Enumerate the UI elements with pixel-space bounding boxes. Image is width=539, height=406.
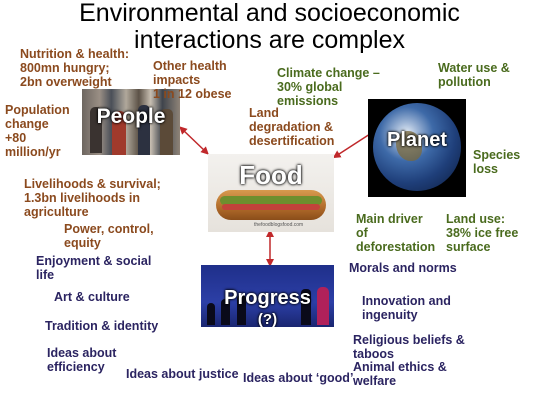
food-photo: Food thefoodblogsfood.com <box>208 154 334 232</box>
power-label: Power, control, equity <box>64 222 154 250</box>
planet-photo: Planet <box>368 99 466 197</box>
other-health-label: Other health impacts 1 in 12 obese <box>153 59 232 101</box>
progress-photo: Progress (?) <box>201 265 334 327</box>
arrow-planet-food <box>332 133 371 159</box>
enjoyment-label: Enjoyment & social life <box>36 254 152 282</box>
species-label: Species loss <box>473 148 521 176</box>
good-label: Ideas about ‘good’ <box>243 371 354 385</box>
innovation-label: Innovation and ingenuity <box>362 294 451 322</box>
planet-label: Planet <box>386 129 448 151</box>
nutrition-label: Nutrition & health: 800mn hungry; 2bn ov… <box>20 47 130 89</box>
justice-label: Ideas about justice <box>126 367 239 381</box>
efficiency-label: Ideas about efficiency <box>47 346 117 374</box>
arrow-people-food <box>179 126 209 155</box>
page-title-line-2: interactions are complex <box>134 26 405 54</box>
land-use-label: Land use: 38% ice free surface <box>446 212 519 254</box>
livelihoods-label: Livelihoods & survival; 1.3bn livelihood… <box>24 177 161 219</box>
page-title-line-1: Environmental and socioeconomic <box>79 0 460 27</box>
progress-note: (?) <box>257 311 278 327</box>
tradition-label: Tradition & identity <box>45 319 159 333</box>
people-label: People <box>96 105 166 128</box>
climate-label: Climate change – 30% global emissions <box>277 66 380 108</box>
art-label: Art & culture <box>54 290 130 304</box>
religion-label: Religious beliefs & taboos <box>353 333 465 361</box>
deforestation-label: Main driver of deforestation <box>356 212 436 254</box>
population-label: Population change +80 million/yr <box>5 103 70 159</box>
progress-label: Progress <box>224 287 311 309</box>
morals-label: Morals and norms <box>349 261 457 275</box>
water-label: Water use & pollution <box>438 61 510 89</box>
land-degradation-label: Land degradation & desertification <box>249 106 335 148</box>
food-watermark: thefoodblogsfood.com <box>254 222 304 228</box>
food-label: Food <box>239 160 303 190</box>
people-photo: People <box>82 89 180 155</box>
animal-ethics-label: Animal ethics & welfare <box>353 360 447 388</box>
